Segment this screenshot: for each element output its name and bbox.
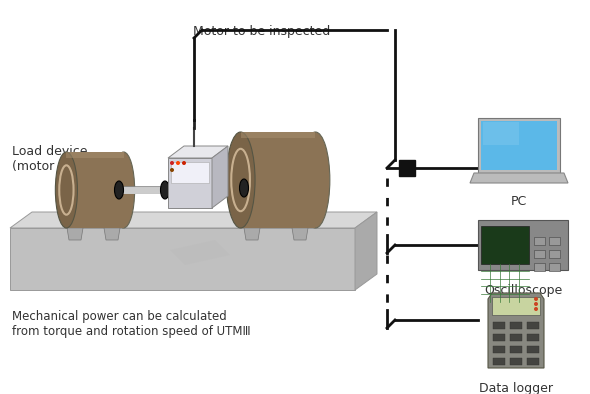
Ellipse shape — [160, 181, 169, 199]
Polygon shape — [104, 228, 120, 240]
Polygon shape — [67, 152, 123, 228]
Polygon shape — [168, 146, 228, 158]
Ellipse shape — [534, 307, 538, 311]
Polygon shape — [170, 240, 230, 265]
Bar — [493, 358, 505, 365]
Ellipse shape — [176, 161, 180, 165]
Bar — [534, 263, 545, 271]
Polygon shape — [244, 228, 260, 240]
Bar — [549, 263, 560, 271]
Bar — [510, 334, 522, 341]
Bar — [510, 358, 522, 365]
Polygon shape — [483, 122, 519, 145]
Bar — [478, 220, 568, 270]
Polygon shape — [241, 132, 316, 228]
Polygon shape — [67, 152, 123, 158]
Ellipse shape — [226, 132, 255, 228]
Bar — [399, 160, 415, 176]
Polygon shape — [67, 228, 83, 240]
Polygon shape — [470, 173, 568, 183]
Ellipse shape — [55, 152, 77, 228]
Polygon shape — [488, 293, 544, 368]
Bar — [534, 237, 545, 245]
Polygon shape — [355, 212, 377, 290]
Text: Oscilloscope: Oscilloscope — [484, 284, 562, 297]
Ellipse shape — [534, 302, 538, 306]
Ellipse shape — [114, 181, 123, 199]
Bar — [510, 346, 522, 353]
Text: Motor to be inspected: Motor to be inspected — [194, 25, 330, 38]
Ellipse shape — [534, 297, 538, 301]
Bar — [481, 226, 529, 264]
Polygon shape — [292, 228, 308, 240]
Polygon shape — [481, 121, 557, 170]
Text: Load device
(motor etc.): Load device (motor etc.) — [12, 145, 87, 173]
Bar — [493, 322, 505, 329]
Text: Data logger: Data logger — [479, 382, 553, 394]
Bar — [527, 322, 539, 329]
Bar — [493, 346, 505, 353]
Bar — [549, 237, 560, 245]
Text: PC: PC — [511, 195, 527, 208]
Polygon shape — [168, 158, 212, 208]
Text: Mechanical power can be calculated
from torque and rotation speed of UTMⅢ: Mechanical power can be calculated from … — [12, 310, 251, 338]
Bar — [534, 250, 545, 258]
Bar — [492, 297, 540, 315]
Bar — [527, 346, 539, 353]
Polygon shape — [478, 118, 560, 173]
Bar — [493, 334, 505, 341]
Ellipse shape — [113, 152, 135, 228]
Polygon shape — [212, 146, 228, 208]
Bar — [510, 322, 522, 329]
Polygon shape — [171, 162, 209, 183]
Polygon shape — [10, 212, 377, 228]
Bar — [549, 250, 560, 258]
Ellipse shape — [170, 168, 174, 172]
Bar — [527, 358, 539, 365]
Polygon shape — [10, 228, 355, 290]
Ellipse shape — [301, 132, 330, 228]
Ellipse shape — [170, 161, 174, 165]
Bar — [527, 334, 539, 341]
Polygon shape — [241, 132, 316, 138]
Ellipse shape — [240, 179, 248, 197]
Ellipse shape — [182, 161, 186, 165]
Ellipse shape — [205, 179, 215, 197]
